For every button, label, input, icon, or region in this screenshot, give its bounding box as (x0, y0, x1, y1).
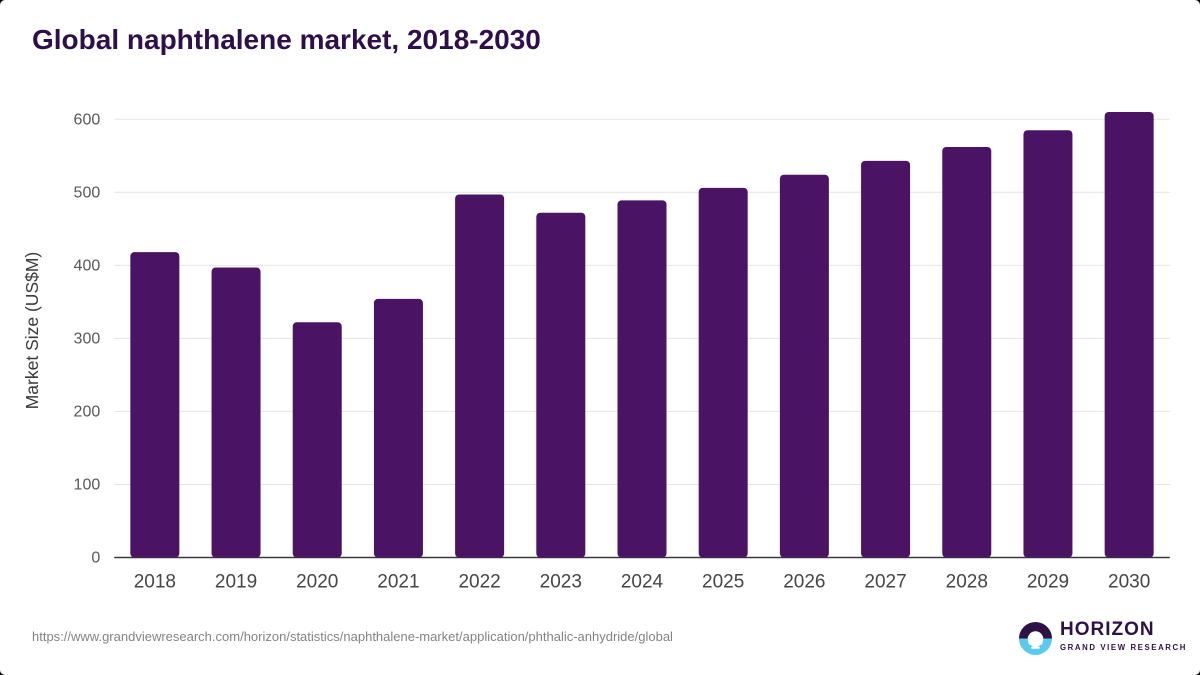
svg-text:2025: 2025 (702, 572, 744, 593)
svg-text:400: 400 (74, 257, 101, 274)
svg-text:2028: 2028 (946, 572, 988, 593)
svg-text:2019: 2019 (215, 572, 257, 593)
svg-text:2020: 2020 (296, 572, 338, 593)
svg-text:300: 300 (74, 330, 101, 347)
svg-text:2026: 2026 (783, 572, 825, 593)
svg-text:2027: 2027 (864, 572, 906, 593)
svg-text:600: 600 (74, 111, 101, 128)
svg-text:2030: 2030 (1108, 572, 1150, 593)
svg-text:2021: 2021 (377, 572, 419, 593)
svg-text:2024: 2024 (621, 572, 664, 593)
svg-text:200: 200 (74, 403, 101, 420)
svg-text:2022: 2022 (458, 572, 500, 593)
svg-text:0: 0 (91, 550, 100, 567)
svg-text:2018: 2018 (134, 572, 176, 593)
svg-text:500: 500 (74, 184, 101, 201)
svg-text:2023: 2023 (540, 572, 582, 593)
svg-text:100: 100 (74, 476, 101, 493)
svg-text:2029: 2029 (1027, 572, 1069, 593)
